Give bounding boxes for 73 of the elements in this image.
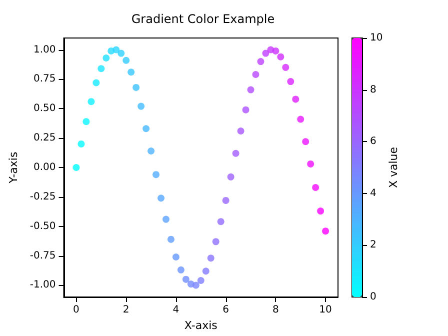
point [78, 140, 85, 148]
y-tick-label: 0.50 [34, 103, 56, 114]
y-tick-label: 0.75 [34, 74, 56, 85]
point [242, 106, 250, 114]
y-tick-label: 0.25 [34, 132, 56, 144]
point [102, 54, 110, 62]
point [297, 116, 304, 123]
y-tick-label: 0.00 [34, 162, 56, 173]
point [207, 254, 214, 262]
color-bar-label: 4 [370, 188, 376, 199]
point [322, 228, 330, 235]
point [302, 138, 310, 146]
point [292, 96, 300, 103]
x-tick-label: 0 [73, 304, 80, 316]
point [132, 84, 140, 91]
point [162, 216, 170, 223]
y-tick-label: -0.25 [30, 191, 56, 202]
point [272, 47, 280, 54]
point [307, 160, 314, 168]
color-bar-title: X value [387, 146, 400, 188]
point [177, 266, 184, 274]
point [128, 68, 135, 76]
point [317, 208, 324, 215]
point [282, 64, 290, 71]
point [172, 253, 180, 260]
point [202, 268, 210, 275]
color-bar-label: 2 [370, 240, 376, 251]
point [82, 118, 90, 126]
y-tick-label: 1.00 [34, 44, 56, 56]
color-bar-label: 8 [370, 84, 376, 96]
point [212, 238, 220, 246]
x-axis-title: X-axis [184, 318, 218, 332]
color-bar-label: 0 [370, 292, 376, 302]
point [192, 282, 200, 289]
point [167, 236, 174, 243]
point [217, 218, 224, 226]
point [287, 78, 294, 86]
point [222, 196, 230, 204]
point [257, 58, 264, 66]
x-tick-label: 6 [222, 304, 230, 316]
point [122, 56, 130, 64]
x-tick-label: 2 [122, 304, 130, 316]
point [118, 50, 125, 57]
point [112, 46, 120, 54]
point [227, 173, 234, 180]
color-bar-label: 6 [370, 136, 376, 148]
point [72, 164, 80, 171]
point [92, 79, 100, 86]
point [232, 150, 240, 157]
point [197, 277, 204, 284]
x-tick-label: 10 [319, 304, 332, 316]
point [98, 65, 105, 72]
color-bar-label: 10 [370, 32, 383, 44]
point [247, 86, 254, 94]
point [182, 276, 190, 283]
point [88, 98, 95, 106]
point [142, 125, 150, 132]
point [277, 53, 284, 60]
y-tick-label: -0.50 [30, 220, 56, 232]
chart-title: Gradient Color Example [131, 12, 275, 26]
point [152, 171, 160, 178]
point [262, 50, 270, 57]
point [252, 70, 260, 78]
point [312, 184, 320, 192]
x-tick-label: 4 [172, 304, 180, 316]
y-axis-title: Y-axis [7, 152, 20, 184]
point [237, 128, 244, 135]
y-tick-label: -0.75 [30, 250, 56, 262]
point [148, 148, 155, 155]
point [138, 102, 145, 110]
x-tick-label: 8 [272, 304, 279, 316]
y-tick-label: -1.00 [30, 280, 56, 291]
point [158, 194, 164, 202]
